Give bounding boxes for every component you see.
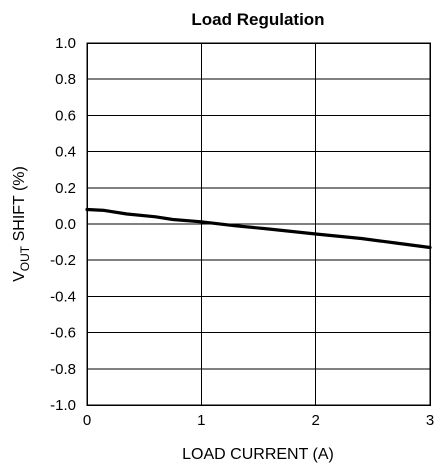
y-tick-label: 0.4: [55, 144, 76, 161]
y-tick-label: 0.2: [55, 180, 76, 197]
x-axis-label: LOAD CURRENT (A): [182, 446, 334, 463]
y-tick-label: -0.2: [50, 252, 76, 269]
y-tick-label: 0.6: [55, 107, 76, 124]
y-tick-labels: 1.0 0.8 0.6 0.4 0.2 0.0 -0.2 -0.4 -0.6 -0.8 -1.0: [50, 35, 76, 414]
y-tick-label: 0.8: [55, 71, 76, 88]
plot-frame: [86, 42, 431, 406]
y-tick-label: 1.0: [55, 35, 76, 52]
y-tick-label: 0.0: [55, 216, 76, 233]
chart-title: Load Regulation: [191, 10, 324, 29]
x-tick-label: 1: [197, 412, 205, 429]
grid-lines: [86, 42, 431, 406]
y-axis-label: VOUT SHIFT (%): [11, 166, 32, 282]
x-tick-label: 0: [83, 412, 91, 429]
y-axis-label-rest: SHIFT (%): [11, 166, 28, 246]
x-tick-label: 2: [311, 412, 319, 429]
y-axis-label-main: V: [11, 271, 28, 282]
x-tick-label: 3: [426, 412, 434, 429]
y-tick-label: -0.6: [50, 325, 76, 342]
series-line: [85, 207, 432, 250]
y-axis-label-subscript: OUT: [18, 245, 32, 271]
y-tick-label: -0.8: [50, 361, 76, 378]
y-tick-label: -1.0: [50, 397, 76, 414]
x-tick-labels: 0 1 2 3: [83, 412, 434, 429]
y-tick-label: -0.4: [50, 288, 76, 305]
